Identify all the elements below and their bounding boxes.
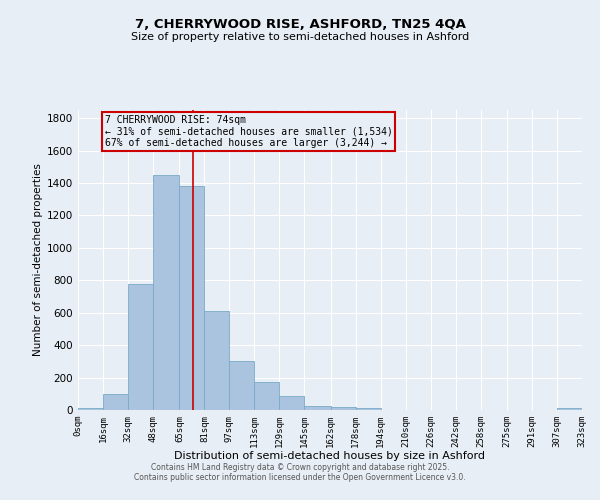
- Bar: [557, 408, 582, 410]
- Bar: [254, 382, 279, 410]
- Bar: [78, 408, 103, 410]
- Text: 7 CHERRYWOOD RISE: 74sqm
← 31% of semi-detached houses are smaller (1,534)
67% o: 7 CHERRYWOOD RISE: 74sqm ← 31% of semi-d…: [104, 115, 392, 148]
- Bar: [229, 362, 254, 410]
- Text: 7, CHERRYWOOD RISE, ASHFORD, TN25 4QA: 7, CHERRYWOOD RISE, ASHFORD, TN25 4QA: [134, 18, 466, 30]
- Bar: [304, 406, 331, 410]
- Bar: [179, 186, 205, 410]
- Text: Contains HM Land Registry data © Crown copyright and database right 2025.: Contains HM Land Registry data © Crown c…: [151, 464, 449, 472]
- Text: Contains public sector information licensed under the Open Government Licence v3: Contains public sector information licen…: [134, 474, 466, 482]
- X-axis label: Distribution of semi-detached houses by size in Ashford: Distribution of semi-detached houses by …: [175, 452, 485, 462]
- Bar: [205, 311, 229, 410]
- Bar: [279, 396, 304, 410]
- Bar: [331, 407, 356, 410]
- Bar: [356, 408, 381, 410]
- Text: Size of property relative to semi-detached houses in Ashford: Size of property relative to semi-detach…: [131, 32, 469, 42]
- Bar: [128, 284, 153, 410]
- Y-axis label: Number of semi-detached properties: Number of semi-detached properties: [33, 164, 43, 356]
- Bar: [103, 394, 128, 410]
- Bar: [153, 175, 179, 410]
